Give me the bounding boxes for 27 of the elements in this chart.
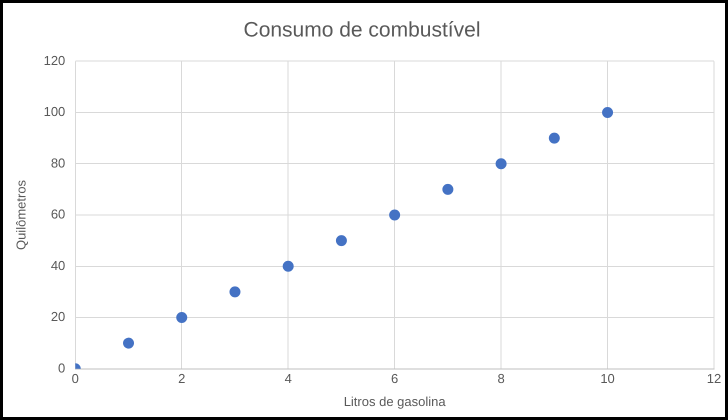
chart-title: Consumo de combustível	[244, 18, 480, 42]
y-tick-label: 100	[44, 104, 66, 120]
y-tick-label: 60	[50, 206, 66, 222]
x-tick-label: 8	[497, 371, 505, 386]
x-tick-label: 4	[284, 371, 292, 386]
point	[176, 312, 188, 324]
y-axis-title: Quilômetros	[13, 179, 28, 250]
point	[496, 158, 507, 170]
x-tick-label: 6	[391, 371, 398, 386]
point	[336, 235, 347, 246]
y-tick-label: 20	[50, 309, 66, 324]
point	[389, 210, 400, 220]
x-tick-label: 2	[178, 371, 186, 386]
point	[123, 338, 134, 349]
point	[548, 132, 560, 144]
y-tick-label: 80	[50, 155, 66, 170]
x-axis-title: Litros de gasolina	[344, 394, 446, 409]
x-tick-label: 10	[600, 371, 615, 386]
x-tick-label: 0	[72, 371, 79, 386]
point	[282, 260, 294, 272]
point	[442, 184, 454, 195]
point	[229, 286, 240, 298]
x-tick-label: 12	[706, 371, 722, 386]
y-tick-label: 120	[44, 52, 66, 68]
y-tick-label: 40	[50, 258, 66, 273]
point	[602, 106, 614, 118]
y-tick-label: 0	[58, 360, 66, 376]
